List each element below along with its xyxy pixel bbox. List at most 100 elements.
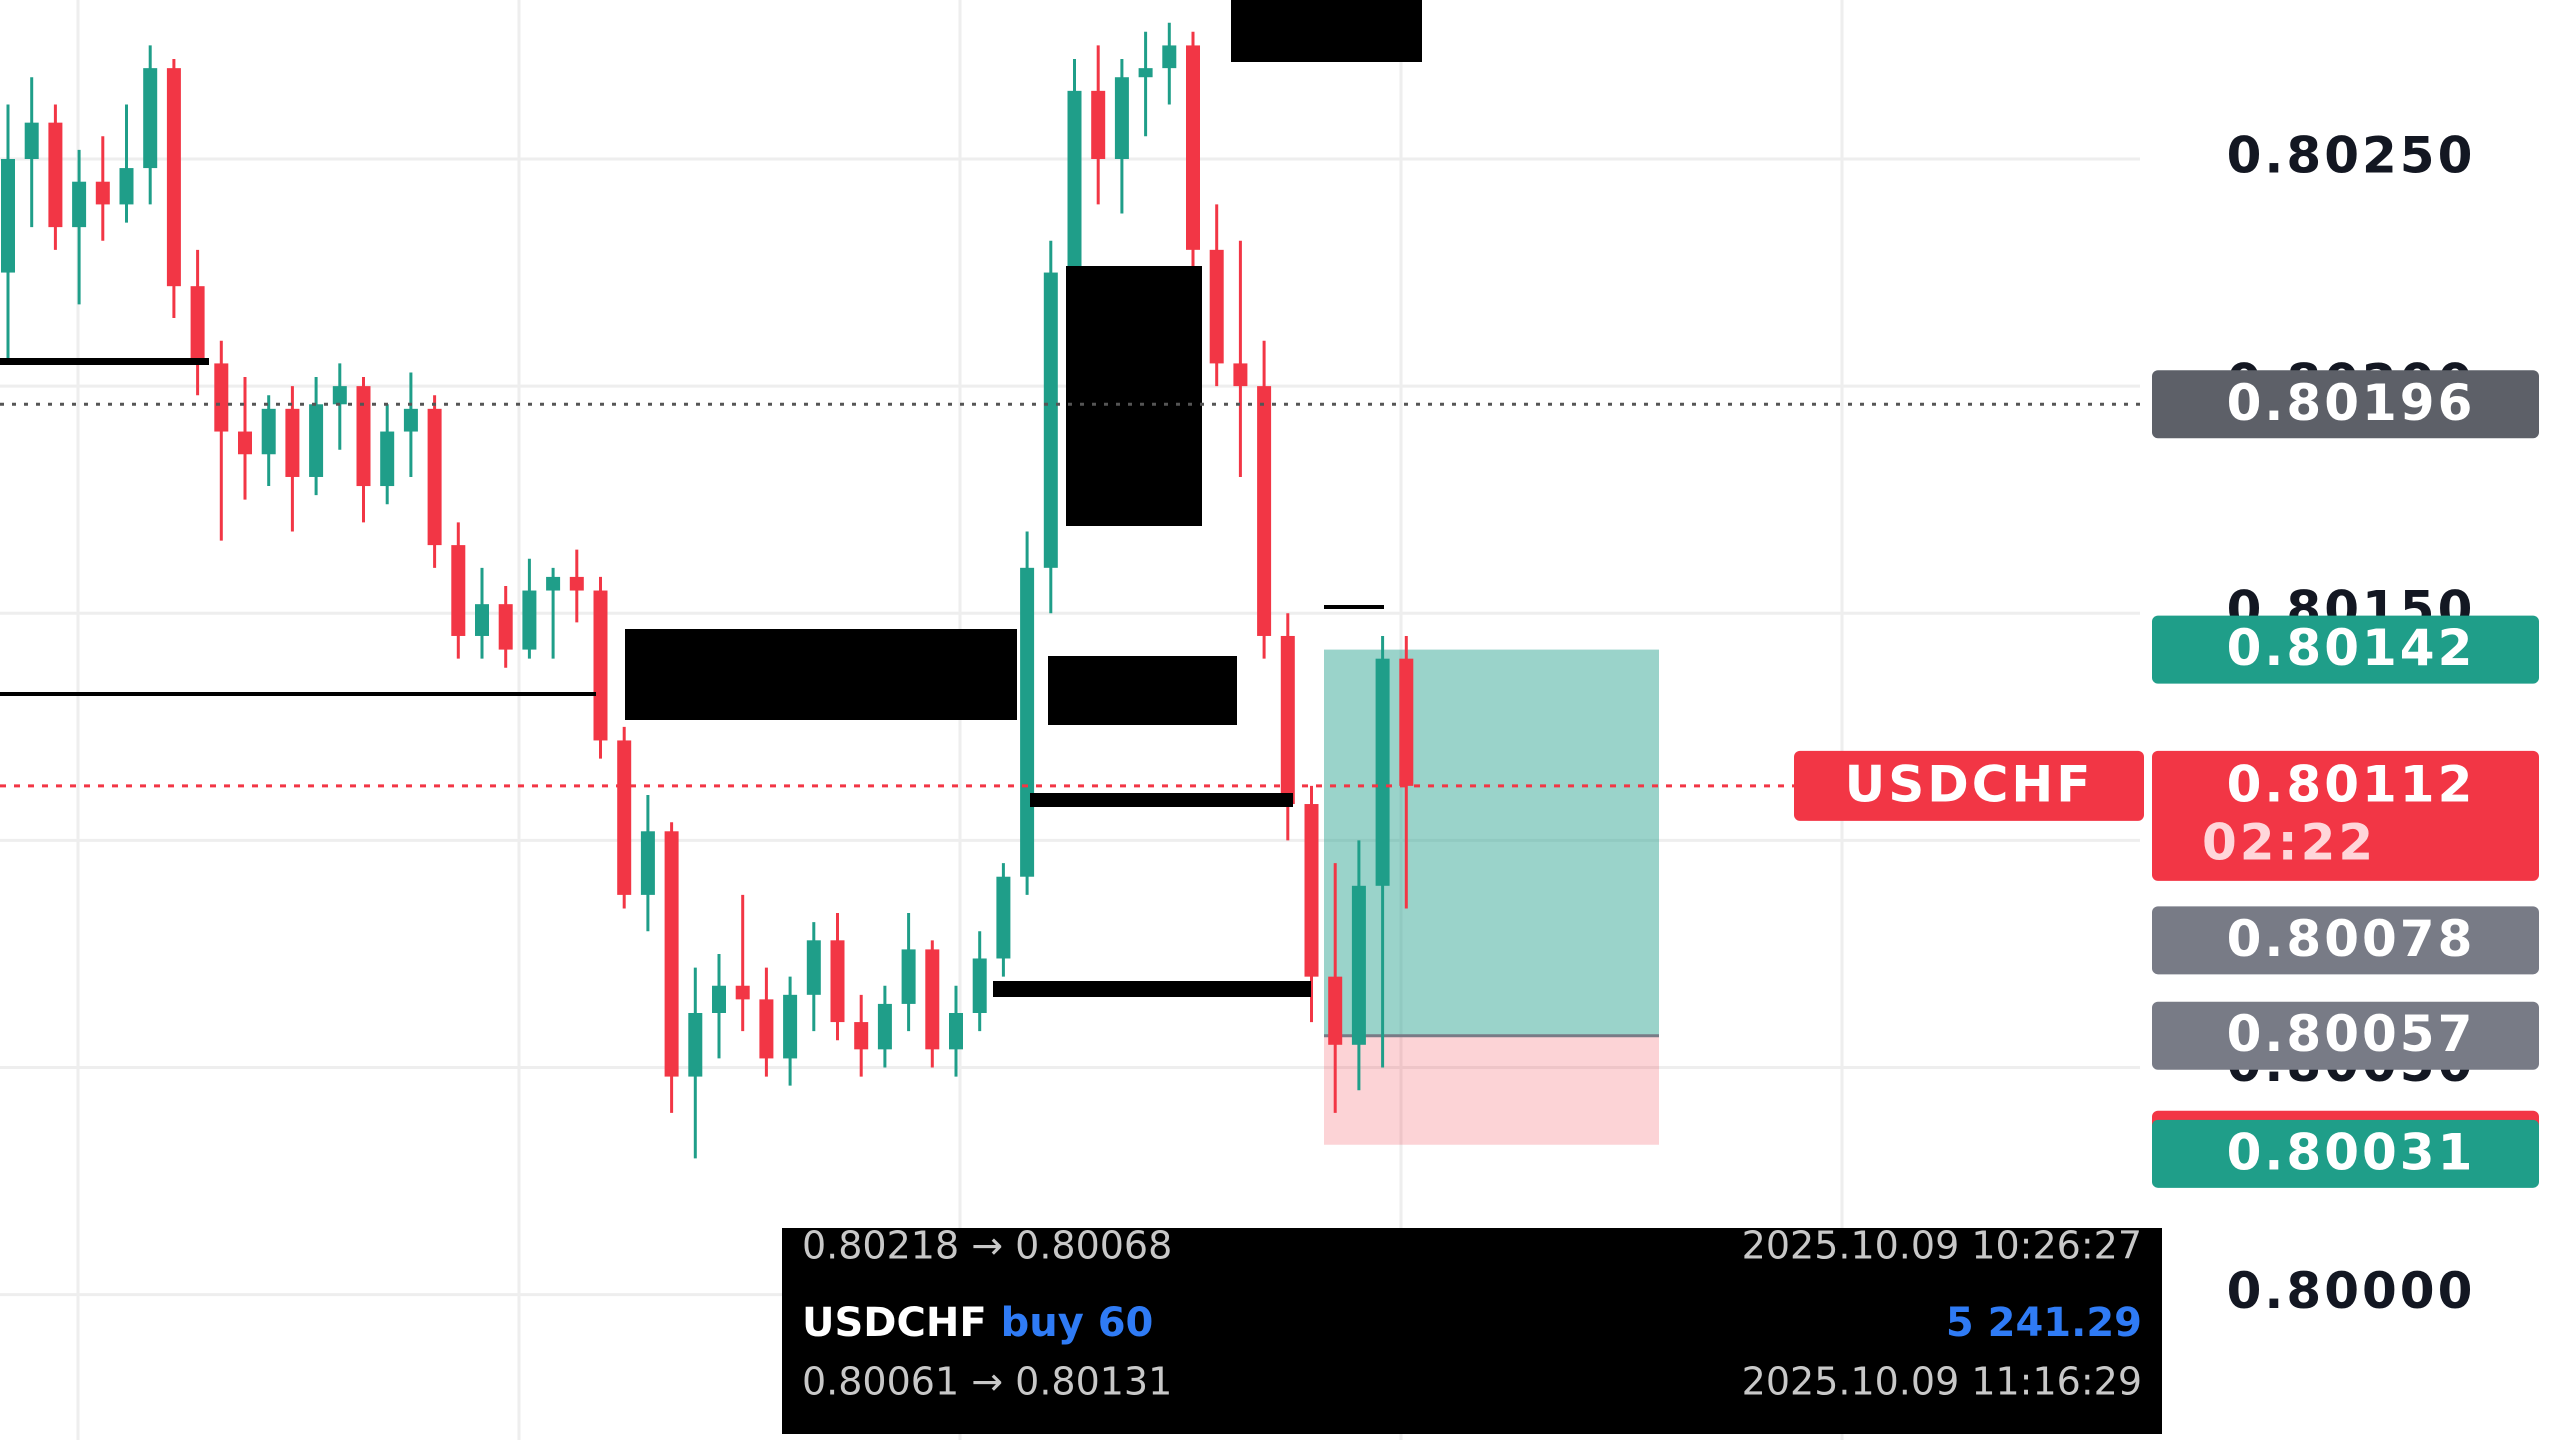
trade-side: buy 60 — [1001, 1300, 1154, 1346]
level-line — [0, 358, 209, 365]
candle-body — [1399, 658, 1414, 786]
candle-body — [1114, 77, 1129, 159]
candle-body — [1375, 658, 1390, 886]
price-tag-label: 0.80078 — [2227, 910, 2476, 968]
candle-body — [214, 363, 229, 432]
candle-body — [403, 408, 418, 432]
candle-body — [972, 958, 987, 1013]
level-line — [1030, 793, 1293, 807]
candle-body — [427, 408, 442, 546]
candle-body — [119, 168, 134, 205]
price-tag-label: 0.80031 — [2227, 1123, 2476, 1181]
candle-body — [380, 431, 395, 487]
level-line — [1324, 605, 1384, 609]
candle-body — [24, 122, 39, 159]
candle-body — [877, 1003, 892, 1050]
candle-body — [854, 1022, 869, 1050]
candle-body — [238, 431, 252, 455]
candle-body — [498, 604, 513, 650]
candle-body — [664, 831, 679, 1077]
candle-body — [1280, 635, 1295, 805]
candle-body — [688, 1012, 703, 1077]
trade-prices: 0.80061 → 0.80131 — [802, 1360, 1172, 1404]
candle-body — [522, 590, 537, 650]
candle-body — [1351, 885, 1366, 1045]
candle-body — [1162, 45, 1177, 69]
candle-body — [617, 740, 632, 895]
zone-box — [625, 629, 1017, 720]
zone-box — [1048, 656, 1237, 725]
candle-body — [1328, 976, 1343, 1045]
stop-loss-zone — [1324, 1035, 1659, 1145]
candle-body — [309, 404, 324, 477]
trade-prices: 0.80218 → 0.80068 — [802, 1224, 1172, 1268]
trade-time: 2025.10.09 11:16:29 — [1742, 1360, 2142, 1404]
symbol-label: USDCHF — [1845, 755, 2094, 813]
candle-body — [759, 999, 774, 1059]
candle-body — [166, 68, 181, 287]
candle-body — [1067, 90, 1082, 273]
trade-panel: 0.80218 → 0.80068 2025.10.09 10:26:27 US… — [782, 1224, 2162, 1434]
candle-body — [735, 985, 750, 1000]
candle-body — [996, 876, 1011, 959]
candle-body — [1186, 45, 1200, 250]
candle-body — [1138, 68, 1153, 78]
price-tag-label: 0.80196 — [2227, 374, 2476, 432]
price-tag — [2152, 906, 2539, 975]
candle-body — [640, 831, 655, 895]
candle-body — [285, 408, 300, 477]
level-line — [993, 981, 1311, 997]
symbol: USDCHF — [802, 1300, 987, 1346]
price-tag-label: 0.80057 — [2227, 1005, 2476, 1063]
candle-body — [1043, 272, 1058, 568]
candle-body — [1, 158, 15, 273]
candle-body — [332, 386, 347, 405]
candle-body — [48, 122, 63, 228]
candle-body — [546, 576, 561, 591]
candle-body — [261, 408, 276, 455]
candle-body — [783, 994, 798, 1059]
candle-body — [190, 286, 205, 364]
trade-profit: 5 241.29 — [1946, 1300, 2142, 1346]
take-profit-zone — [1324, 649, 1659, 1036]
trade-symbol: USDCHF buy 60 — [802, 1300, 1153, 1346]
candle-body — [925, 949, 940, 1050]
candle-body — [949, 1012, 963, 1050]
panel-bg — [782, 1228, 2162, 1434]
candle-body — [72, 181, 87, 228]
y-tick-label: 0.80250 — [2227, 126, 2476, 184]
price-tag — [2152, 615, 2539, 684]
current-price-label: 0.80112 — [2227, 755, 2476, 813]
candle-body — [475, 604, 489, 636]
trade-time: 2025.10.09 10:26:27 — [1742, 1224, 2142, 1268]
candle-body — [1233, 363, 1248, 387]
drawings — [0, 0, 1422, 997]
candle-body — [356, 386, 371, 487]
candle-body — [1020, 567, 1035, 877]
zone-box — [1231, 0, 1422, 62]
candle-body — [712, 985, 726, 1013]
symbol-tag — [1794, 750, 2144, 821]
countdown: 02:22 — [2202, 813, 2376, 871]
price-tag — [2152, 1119, 2539, 1188]
y-tick-label: 0.80000 — [2227, 1262, 2476, 1320]
candle-body — [806, 940, 821, 995]
candle-body — [1091, 90, 1106, 159]
candle-body — [901, 949, 916, 1004]
candle-body — [95, 181, 110, 205]
price-tag-label: 0.80142 — [2227, 619, 2476, 677]
candle-body — [1257, 386, 1272, 636]
level-line — [0, 692, 596, 696]
candle-body — [569, 576, 584, 591]
candle-body — [830, 940, 845, 1023]
current-price-tag — [2152, 750, 2539, 881]
price-tag — [2152, 370, 2539, 439]
candle-body — [1304, 804, 1319, 977]
candle-body — [143, 68, 158, 169]
candle-body — [1209, 249, 1224, 364]
candle-body — [451, 545, 466, 636]
zone-box — [1066, 266, 1202, 526]
price-tag — [2152, 1001, 2539, 1070]
candle-body — [593, 590, 608, 741]
